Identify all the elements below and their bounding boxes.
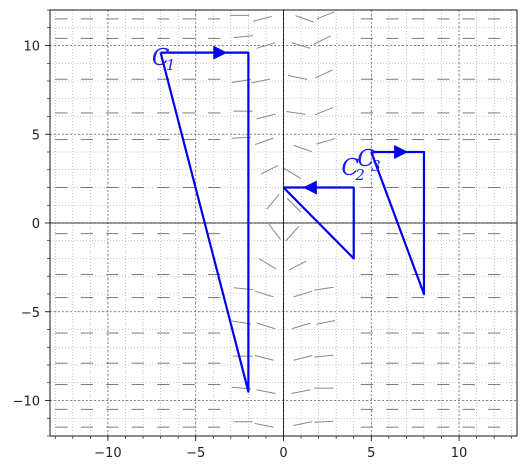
y-tick-label: 10 [23, 40, 40, 55]
slope-segment [256, 322, 276, 330]
slope-segment [256, 389, 276, 395]
curve-label-c1: C [152, 45, 170, 71]
curve-label-c3: C [357, 146, 375, 172]
x-tick-label: −10 [94, 446, 121, 461]
arrow-c3 [394, 145, 409, 159]
slope-segment [314, 107, 334, 116]
curves [159, 45, 426, 393]
x-tick-label: 0 [279, 446, 287, 461]
slope-segment [254, 290, 274, 298]
slope-segment [254, 422, 274, 428]
slope-segment [251, 78, 271, 84]
slope-field [55, 11, 501, 428]
slope-segment [283, 167, 301, 179]
ticks: −10 −5 0 5 10 −10 −5 0 5 10 [13, 9, 513, 461]
axes [50, 10, 517, 436]
slope-segment [316, 319, 336, 325]
slope-segment [293, 290, 313, 298]
slope-segment [293, 355, 313, 361]
slope-segment [256, 113, 276, 120]
x-tick-label: −5 [186, 446, 205, 461]
curve-subscript-c3: 3 [371, 157, 381, 175]
x-tick-label: 5 [367, 446, 375, 461]
y-tick-label: 0 [32, 217, 40, 232]
slope-segment [316, 11, 335, 20]
slope-segment [268, 223, 282, 240]
slope-segment [233, 287, 253, 291]
slope-segment [291, 42, 311, 49]
curve-c2 [282, 186, 355, 260]
curve-subscript-c2: 2 [354, 166, 365, 184]
slope-segment [291, 389, 311, 395]
slope-segment [266, 193, 280, 210]
slope-segment [293, 144, 313, 153]
slope-segment [254, 137, 274, 146]
x-tick-label: 10 [451, 446, 468, 461]
slope-segment [314, 286, 334, 291]
slope-segment [286, 111, 306, 115]
slope-segment [314, 354, 334, 358]
slope-segment [285, 226, 300, 242]
slope-segment [316, 138, 336, 145]
slope-segment [314, 420, 334, 423]
slope-segment [293, 421, 313, 426]
y-tick-label: −5 [21, 306, 40, 321]
curve-subscript-c1: 1 [166, 56, 176, 74]
arrow-c1 [213, 45, 228, 60]
slope-segment [288, 260, 307, 271]
slope-segment [295, 15, 314, 23]
slope-segment [252, 16, 272, 22]
slope-segment [254, 355, 274, 361]
slope-segment [314, 69, 333, 79]
slope-segment [287, 75, 308, 80]
slope-segment [260, 164, 279, 175]
slope-segment [233, 35, 253, 39]
arrow-c2 [302, 180, 317, 195]
slope-segment [259, 258, 277, 270]
slope-segment [313, 35, 331, 45]
slope-segment [286, 197, 302, 213]
slope-segment [256, 42, 276, 49]
slope-segment [291, 322, 311, 330]
y-tick-label: 5 [32, 128, 40, 143]
curve-c1 [159, 51, 250, 393]
curve-label-c2: C [341, 155, 359, 181]
y-tick-label: −10 [13, 395, 40, 410]
